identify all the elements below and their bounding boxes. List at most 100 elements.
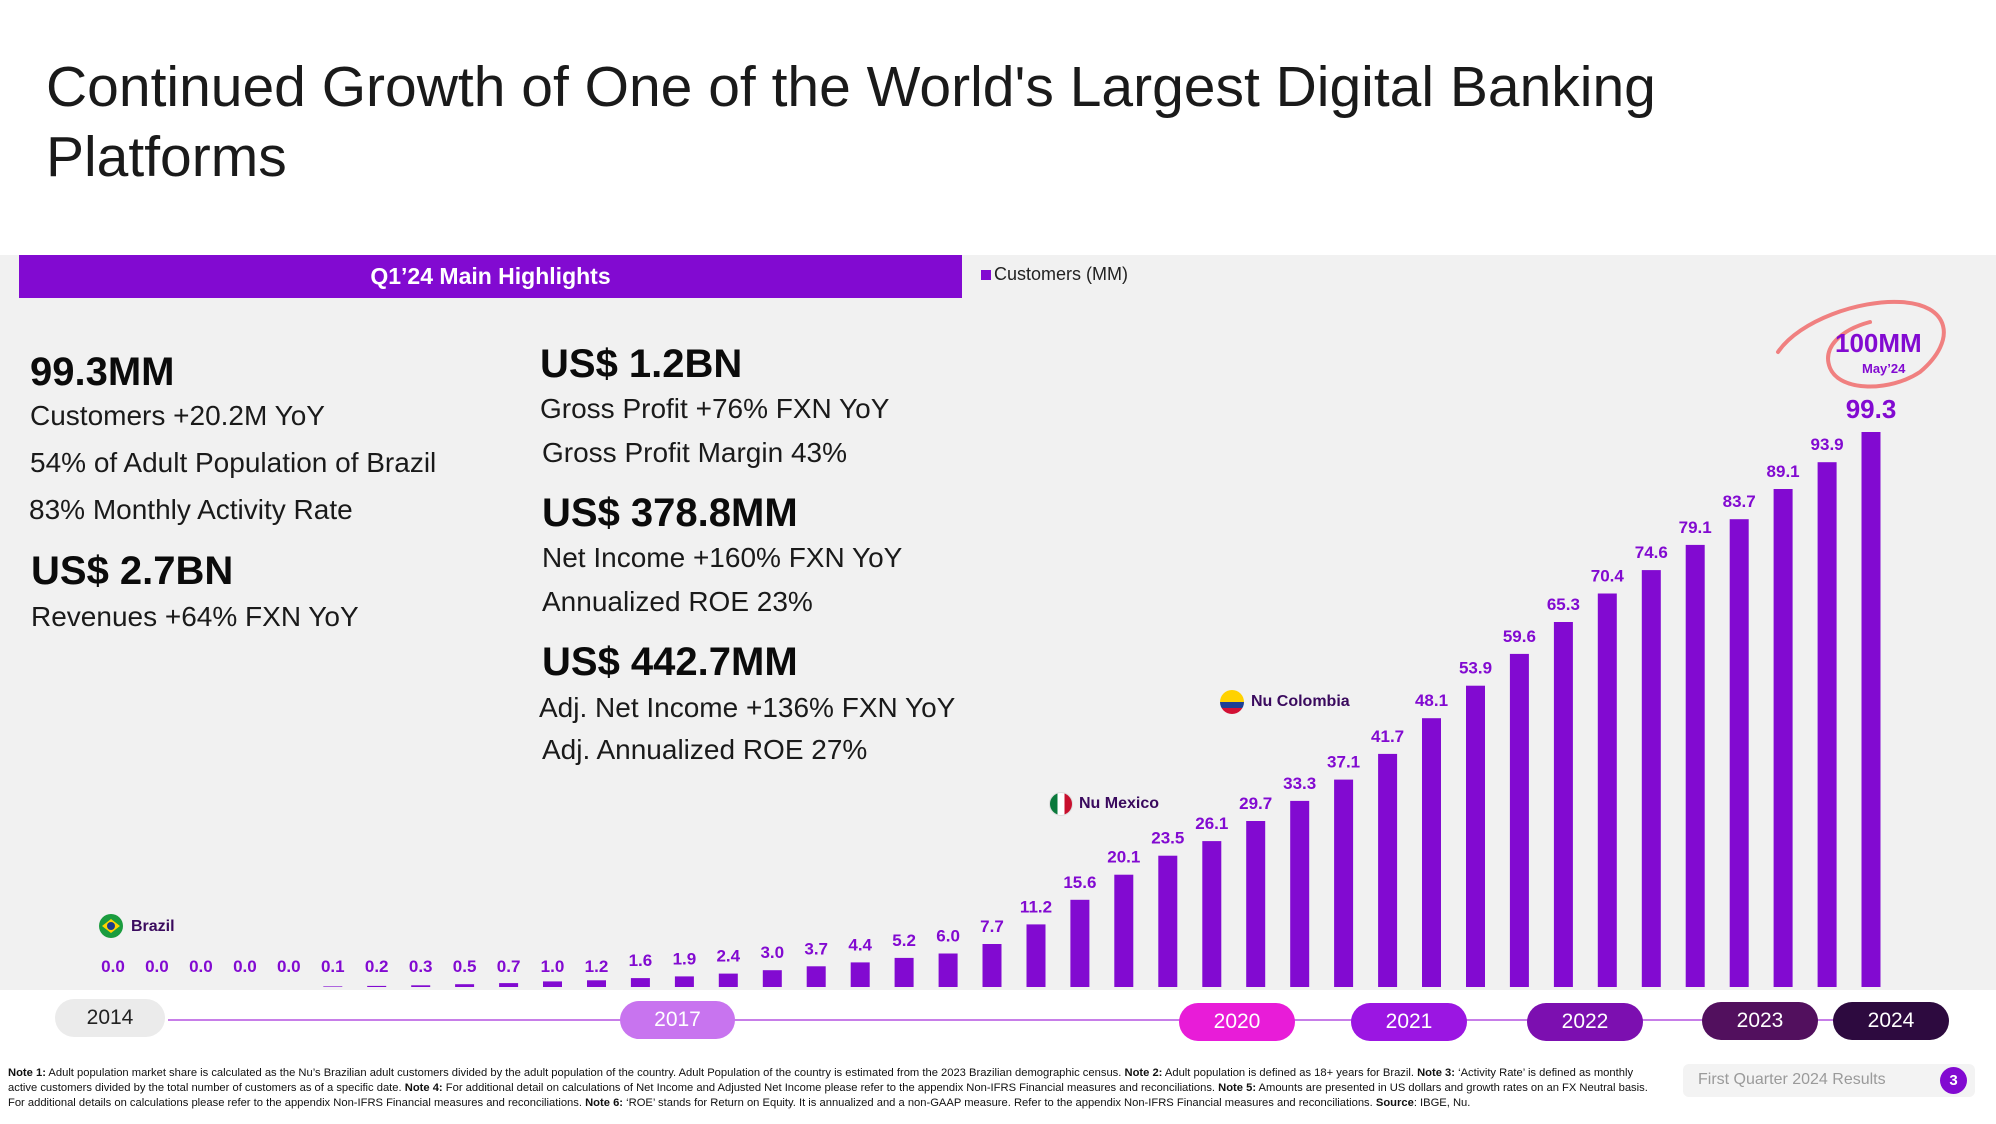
page-title: Continued Growth of One of the World's L… (46, 55, 1656, 189)
bar-value-label: 1.2 (585, 957, 609, 976)
kpi-revenues-line: Revenues +64% FXN YoY (31, 601, 359, 632)
bar-value-label: 99.3 (1846, 394, 1897, 424)
footnote-text: Adult population market share is calcula… (45, 1067, 1125, 1079)
bar (455, 984, 475, 987)
bar (982, 944, 1002, 987)
brazil-label: Brazil (131, 918, 175, 935)
kpi-customers-value: 99.3MM (30, 350, 175, 394)
chart-legend: Customers (MM) (981, 264, 1128, 285)
bar-value-label: 0.0 (145, 957, 169, 976)
kpi-adj-net-income-line: Adj. Net Income +136% FXN YoY (539, 692, 956, 723)
bar-value-label: 0.2 (365, 957, 389, 976)
footnote-text: ‘Activity Rate’ is defined as monthly ac… (8, 1067, 1634, 1094)
mexico-label: Nu Mexico (1079, 795, 1160, 812)
milestone-date: May’24 (1862, 361, 1906, 376)
footnote-text: : IBGE, Nu. (1413, 1097, 1471, 1109)
bar-value-label: 53.9 (1459, 659, 1492, 678)
footnote-text: For additional detail on calculations of… (442, 1082, 1219, 1094)
bar (1026, 924, 1046, 987)
bar-value-label: 0.5 (453, 957, 477, 976)
bar (499, 983, 519, 987)
bar-value-label: 3.0 (760, 943, 784, 962)
year-pill-2017: 2017 (620, 1001, 735, 1039)
kpi-adj-net-income-value: US$ 442.7MM (542, 640, 798, 684)
footnote-label: Source (1375, 1097, 1414, 1109)
bar (762, 970, 782, 987)
bar (587, 980, 606, 987)
bar-value-label: 0.0 (189, 957, 213, 976)
bar-value-label: 11.2 (1020, 897, 1052, 916)
kpi-adj-net-income-line: Adj. Annualized ROE 27% (542, 734, 868, 765)
bar (630, 978, 650, 987)
bar-value-label: 74.6 (1635, 543, 1668, 562)
bar (718, 973, 738, 987)
bar-value-label: 41.7 (1371, 727, 1404, 746)
bar (1773, 489, 1793, 987)
mexico-flag-icon (1049, 792, 1073, 816)
bar-value-label: 93.9 (1811, 435, 1844, 454)
bar (1114, 874, 1134, 987)
bar-value-label: 15.6 (1063, 873, 1096, 892)
bar-value-label: 0.0 (233, 957, 257, 976)
highlights-header: Q1’24 Main Highlights (19, 255, 962, 298)
bar (1861, 432, 1881, 987)
bar-value-label: 23.5 (1151, 829, 1184, 848)
bar (1553, 622, 1573, 987)
bar-value-label: 48.1 (1415, 691, 1448, 710)
bar (1202, 841, 1222, 987)
bar-value-label: 6.0 (936, 927, 960, 946)
bar (938, 953, 958, 987)
kpi-gross-profit-line: Gross Profit +76% FXN YoY (540, 393, 890, 424)
bar-value-label: 0.0 (101, 957, 125, 976)
year-pill-2022: 2022 (1527, 1003, 1643, 1041)
bar (1378, 753, 1398, 987)
kpi-customers-line: 83% Monthly Activity Rate (29, 494, 353, 525)
bar-value-label: 65.3 (1547, 595, 1580, 614)
kpi-gross-profit-value: US$ 1.2BN (540, 342, 743, 386)
bar (1070, 899, 1090, 987)
footnotes: Note 1: Adult population market share is… (8, 1066, 1663, 1111)
bar (674, 976, 694, 987)
bar (1817, 462, 1837, 987)
milestone-value: 100MM (1835, 328, 1922, 358)
bar (894, 957, 914, 987)
bar (1509, 653, 1529, 987)
bar-value-label: 83.7 (1723, 492, 1756, 511)
bar (323, 986, 343, 987)
bar (1641, 570, 1661, 987)
bar-value-label: 0.3 (409, 957, 433, 976)
bar-value-label: 0.7 (497, 957, 521, 976)
bar-value-label: 0.1 (321, 957, 345, 976)
bar-value-label: 4.4 (848, 935, 872, 954)
year-pill-2020: 2020 (1179, 1003, 1295, 1041)
bar (543, 981, 562, 987)
bar-value-label: 3.7 (804, 939, 828, 958)
bar-value-label: 26.1 (1195, 814, 1228, 833)
footer-text: First Quarter 2024 Results (1698, 1071, 1886, 1088)
footnote-label: Note 5: (1218, 1082, 1257, 1094)
footnote-label: Note 6: (585, 1097, 624, 1109)
bar-value-label: 70.4 (1591, 567, 1625, 586)
year-pill-2014: 2014 (55, 999, 165, 1037)
content-panel (0, 255, 1996, 990)
bar (1290, 800, 1310, 987)
bar-value-label: 1.0 (541, 957, 565, 976)
kpi-net-income-line: Annualized ROE 23% (542, 586, 813, 617)
colombia-label: Nu Colombia (1251, 693, 1350, 710)
milestone-ring (1776, 299, 1946, 389)
bar-value-label: 7.7 (980, 917, 1004, 936)
kpi-net-income-line: Net Income +160% FXN YoY (542, 542, 903, 573)
bar (1334, 779, 1354, 987)
bar (1422, 718, 1441, 987)
kpi-customers-line: 54% of Adult Population of Brazil (30, 447, 437, 478)
bar (1158, 855, 1178, 987)
bar (1685, 544, 1705, 987)
bar-value-label: 29.7 (1239, 794, 1272, 813)
bar (1729, 519, 1749, 987)
kpi-revenues-value: US$ 2.7BN (31, 549, 234, 593)
kpi-gross-profit-line: Gross Profit Margin 43% (542, 437, 847, 468)
footnote-label: Note 1: (8, 1067, 46, 1079)
brazil-flag-icon (99, 914, 123, 938)
footnote-text: ‘ROE’ stands for Return on Equity. It is… (623, 1097, 1376, 1109)
